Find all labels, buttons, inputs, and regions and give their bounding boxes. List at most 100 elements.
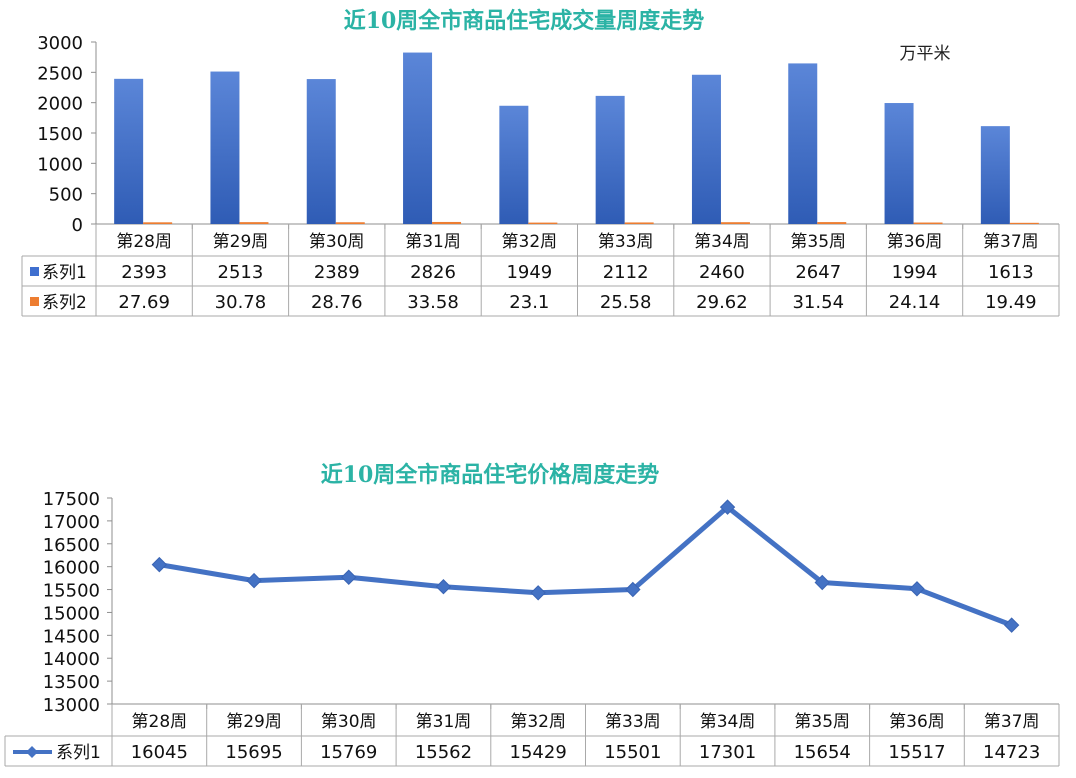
legend-label-series1: 系列1 xyxy=(42,263,87,283)
x-category-label: 第30周 xyxy=(309,232,365,252)
legend-key-series2 xyxy=(30,297,39,306)
y-tick-label: 0 xyxy=(72,215,83,236)
x-category-label: 第30周 xyxy=(321,712,377,732)
y-tick-label: 3000 xyxy=(37,33,83,54)
bar-series2 xyxy=(239,222,269,224)
series1-point xyxy=(435,579,452,595)
data-label-series1: 14723 xyxy=(983,742,1040,763)
data-label-series1: 16045 xyxy=(131,742,188,763)
legend-key-series1 xyxy=(30,267,39,276)
y-tick-label: 1500 xyxy=(37,124,83,145)
x-category-label: 第34周 xyxy=(700,712,756,732)
bar-series1 xyxy=(691,74,721,224)
series1-point xyxy=(246,572,262,589)
data-label-series1: 2826 xyxy=(410,262,456,283)
data-label-series2: 33.58 xyxy=(407,292,459,313)
series1-point xyxy=(151,556,168,573)
legend-label-series1: 系列1 xyxy=(56,743,101,763)
data-label-series1: 17301 xyxy=(699,742,756,763)
data-label-series1: 15562 xyxy=(415,742,472,763)
y-tick-label: 16500 xyxy=(43,535,100,556)
series1-line xyxy=(158,504,1013,628)
bar-series2 xyxy=(432,221,462,224)
x-category-label: 第31周 xyxy=(405,232,461,252)
bar-series1 xyxy=(403,52,433,224)
y-tick-label: 17000 xyxy=(43,512,100,533)
series1-point xyxy=(1003,617,1020,633)
bar-series2 xyxy=(624,222,654,224)
bar-series1 xyxy=(788,63,818,225)
x-category-label: 第29周 xyxy=(226,712,282,732)
data-label-series2: 24.14 xyxy=(889,292,941,313)
data-label-series1: 2112 xyxy=(603,262,649,283)
y-tick-label: 2000 xyxy=(37,94,83,115)
x-category-label: 第35周 xyxy=(790,232,846,252)
bar-series2 xyxy=(335,222,365,224)
series1-point xyxy=(814,574,830,591)
x-category-label: 第33周 xyxy=(598,232,654,252)
data-label-series1: 15501 xyxy=(604,742,661,763)
data-label-series2: 31.54 xyxy=(792,292,844,313)
data-label-series2: 27.69 xyxy=(118,292,170,313)
data-label-series1: 2393 xyxy=(121,262,167,283)
x-category-label: 第32周 xyxy=(510,712,566,732)
series1-point xyxy=(341,569,357,585)
price-line-chart: 近10周全市商品住宅价格周度走势 13000135001400014500150… xyxy=(4,462,1060,767)
y-tick-label: 16000 xyxy=(43,558,100,579)
legend-marker-series1 xyxy=(26,746,38,758)
data-label-series2: 19.49 xyxy=(985,292,1037,313)
data-label-series1: 15654 xyxy=(794,742,851,763)
x-category-label: 第34周 xyxy=(694,232,750,252)
series1-point xyxy=(719,499,736,515)
x-category-label: 第32周 xyxy=(502,232,558,252)
data-label-series1: 15517 xyxy=(888,742,945,763)
bar-series1 xyxy=(306,79,336,224)
data-label-series2: 29.62 xyxy=(696,292,748,313)
volume-bar-chart: 近10周全市商品住宅成交量周度走势 万平米 0 500 1000 1500 2000 25… xyxy=(21,8,1060,317)
data-label-series1: 2460 xyxy=(699,262,745,283)
y-tick-label: 17500 xyxy=(43,489,100,510)
bar-series2 xyxy=(143,222,173,224)
y-tick-label: 13000 xyxy=(43,695,100,716)
x-category-label: 第37周 xyxy=(984,712,1040,732)
data-label-series1: 15695 xyxy=(225,742,282,763)
y-tick-label: 14000 xyxy=(43,649,100,670)
x-category-label: 第28周 xyxy=(132,712,188,732)
data-label-series1: 2647 xyxy=(795,262,841,283)
x-category-label: 第36周 xyxy=(887,232,943,252)
y-tick-label: 13500 xyxy=(43,672,100,693)
x-category-label: 第28周 xyxy=(116,232,172,252)
bar-series1 xyxy=(884,103,914,224)
data-label-series2: 30.78 xyxy=(215,292,267,313)
legend-label-series2: 系列2 xyxy=(42,293,87,313)
chart-title: 近10周全市商品住宅价格周度走势 xyxy=(321,462,660,488)
data-label-series1: 2513 xyxy=(218,262,264,283)
x-category-label: 第35周 xyxy=(794,712,850,732)
data-label-series2: 23.1 xyxy=(509,292,549,313)
x-category-label: 第36周 xyxy=(889,712,945,732)
bar-series1 xyxy=(499,105,529,224)
bar-series1 xyxy=(980,126,1010,224)
y-tick-label: 1000 xyxy=(37,154,83,175)
x-category-label: 第33周 xyxy=(605,712,661,732)
bar-series1 xyxy=(210,71,240,224)
y-tick-label: 500 xyxy=(49,185,83,206)
data-label-series1: 1949 xyxy=(506,262,552,283)
x-category-label: 第37周 xyxy=(983,232,1039,252)
data-label-series2: 28.76 xyxy=(311,292,363,313)
bar-series1 xyxy=(595,95,625,224)
data-label-series1: 1994 xyxy=(892,262,938,283)
data-label-series1: 15769 xyxy=(320,742,377,763)
bar-series2 xyxy=(1009,222,1039,224)
y-tick-label: 15000 xyxy=(43,603,100,624)
data-label-series1: 15429 xyxy=(510,742,567,763)
x-category-label: 第29周 xyxy=(213,232,269,252)
data-label-series2: 25.58 xyxy=(600,292,652,313)
data-label-series1: 2389 xyxy=(314,262,360,283)
series1-point xyxy=(530,585,546,601)
bar-series2 xyxy=(913,222,943,224)
series1-point xyxy=(909,581,925,597)
y-tick-label: 14500 xyxy=(43,626,100,647)
x-category-label: 第31周 xyxy=(416,712,472,732)
